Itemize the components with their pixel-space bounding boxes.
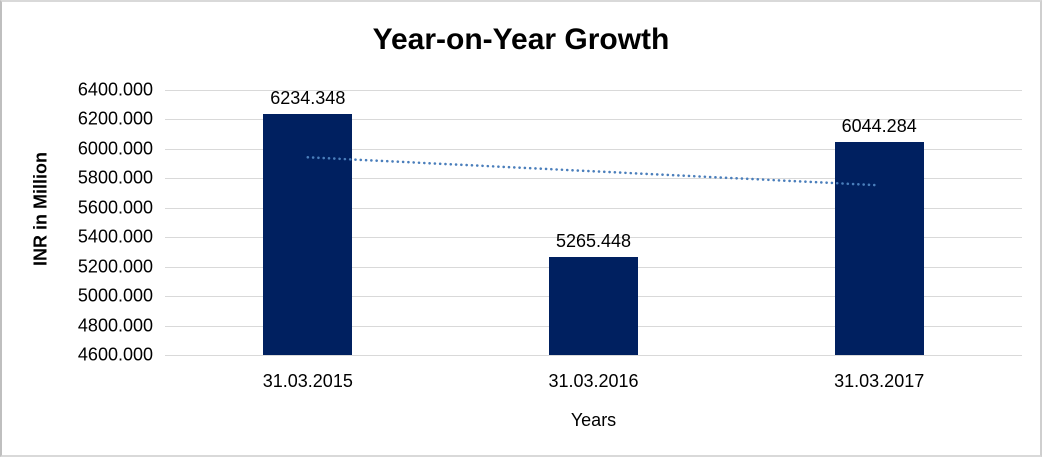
bar-value-label: 6044.284 [841, 116, 917, 137]
y-tick-label: 4800.000 [77, 315, 153, 336]
y-tick-label: 6000.000 [77, 138, 153, 159]
x-category-label: 31.03.2016 [548, 371, 639, 391]
gridline [165, 237, 1022, 239]
bar-value-label: 5265.448 [555, 231, 632, 251]
gridline [165, 355, 1022, 356]
x-category-label: 31.03.2015 [262, 371, 353, 391]
y-tick-label: 5600.000 [77, 197, 153, 218]
trendline-path [306, 156, 881, 187]
y-tick-label: 5000.000 [77, 285, 153, 306]
chart-title: Year-on-Year Growth [372, 23, 670, 56]
gridline [165, 90, 1022, 91]
x-axis-title: Years [570, 410, 617, 430]
gridline [165, 148, 1022, 150]
bar [549, 257, 638, 355]
y-tick-label: 5200.000 [77, 256, 153, 277]
bar [834, 142, 924, 355]
gridline [165, 119, 1022, 121]
y-tick-label: 5800.000 [77, 167, 153, 188]
bar [263, 114, 353, 355]
y-tick-label: 6400.000 [77, 79, 153, 100]
y-tick-label: 6200.000 [77, 108, 153, 129]
y-tick-label: 4600.000 [77, 344, 153, 365]
x-category-label: 31.03.2017 [834, 371, 925, 391]
bar-value-label: 6234.348 [270, 88, 346, 109]
gridline [165, 207, 1022, 209]
y-tick-label: 5400.000 [77, 226, 153, 247]
